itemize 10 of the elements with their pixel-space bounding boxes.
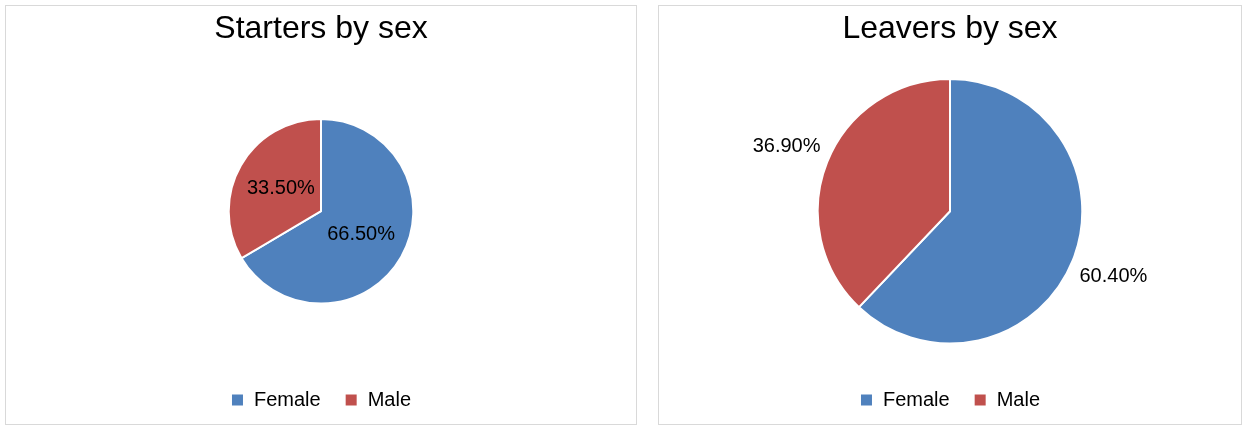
data-label: 33.50% [247,175,316,198]
chart-title: Starters by sex [214,9,428,46]
data-label: 60.40% [1079,263,1148,286]
legend-label: Male [367,387,412,410]
data-label: 36.90% [752,133,821,156]
legend-label: Female [882,387,950,410]
data-label: 66.50% [327,221,396,244]
legend-label: Male [996,387,1041,410]
chart-title: Leavers by sex [842,9,1058,46]
legend-label: Female [253,387,321,410]
